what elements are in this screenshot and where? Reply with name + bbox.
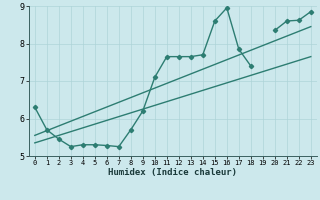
X-axis label: Humidex (Indice chaleur): Humidex (Indice chaleur) [108, 168, 237, 177]
